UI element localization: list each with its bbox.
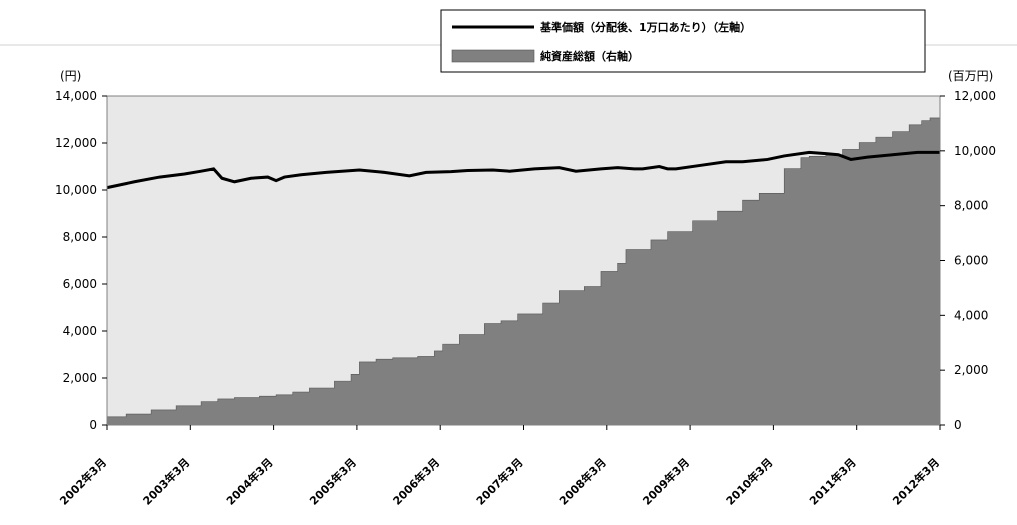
x-tick-label: 2009年3月 (640, 455, 693, 508)
left-tick-label: 4,000 (63, 324, 97, 338)
net-assets-area (106, 117, 941, 426)
left-tick-label: 12,000 (55, 136, 97, 150)
x-tick-label: 2003年3月 (140, 455, 193, 508)
legend-box (440, 9, 926, 73)
x-tick-label: 2010年3月 (723, 455, 776, 508)
x-tick-label: 2005年3月 (306, 455, 359, 508)
right-axis: 0 2,000 4,000 6,000 8,000 10,000 12,000 (940, 89, 996, 432)
left-tick-label: 14,000 (55, 89, 97, 103)
right-axis-unit: (百万円) (948, 69, 993, 83)
right-tick-label: 12,000 (954, 89, 996, 103)
right-tick-label: 6,000 (954, 254, 988, 268)
x-tick-label: 2004年3月 (223, 455, 276, 508)
right-tick-label: 8,000 (954, 199, 988, 213)
right-tick-label: 0 (954, 418, 962, 432)
left-tick-label: 6,000 (63, 277, 97, 291)
legend-assets-swatch (451, 49, 535, 63)
left-axis-unit: (円) (60, 69, 81, 83)
x-tick-label: 2006年3月 (390, 455, 443, 508)
left-tick-label: 0 (89, 418, 97, 432)
legend-nav-label: 基準価額（分配後、1万口あたり）（左軸） (539, 20, 751, 34)
x-tick-label: 2008年3月 (556, 455, 609, 508)
x-tick-label: 2012年3月 (890, 455, 943, 508)
left-tick-label: 10,000 (55, 183, 97, 197)
x-axis: 2002年3月 2003年3月 2004年3月 2005年3月 2006年3月 2007年… (57, 425, 943, 508)
right-tick-label: 4,000 (954, 308, 988, 322)
legend-assets-label: 純資産総額（右軸） (540, 49, 639, 63)
left-tick-label: 2,000 (63, 371, 97, 385)
legend: 基準価額（分配後、1万口あたり）（左軸） 純資産総額（右軸） (440, 9, 926, 73)
left-tick-label: 8,000 (63, 230, 97, 244)
x-tick-label: 2007年3月 (473, 455, 526, 508)
left-axis: 0 2,000 4,000 6,000 8,000 10,000 12,000 14,000 (55, 89, 107, 432)
right-tick-label: 2,000 (954, 363, 988, 377)
x-tick-label: 2011年3月 (806, 455, 859, 508)
plot-area (106, 95, 941, 426)
x-tick-label: 2002年3月 (57, 455, 110, 508)
right-tick-label: 10,000 (954, 144, 996, 158)
nav-line (106, 150, 940, 190)
